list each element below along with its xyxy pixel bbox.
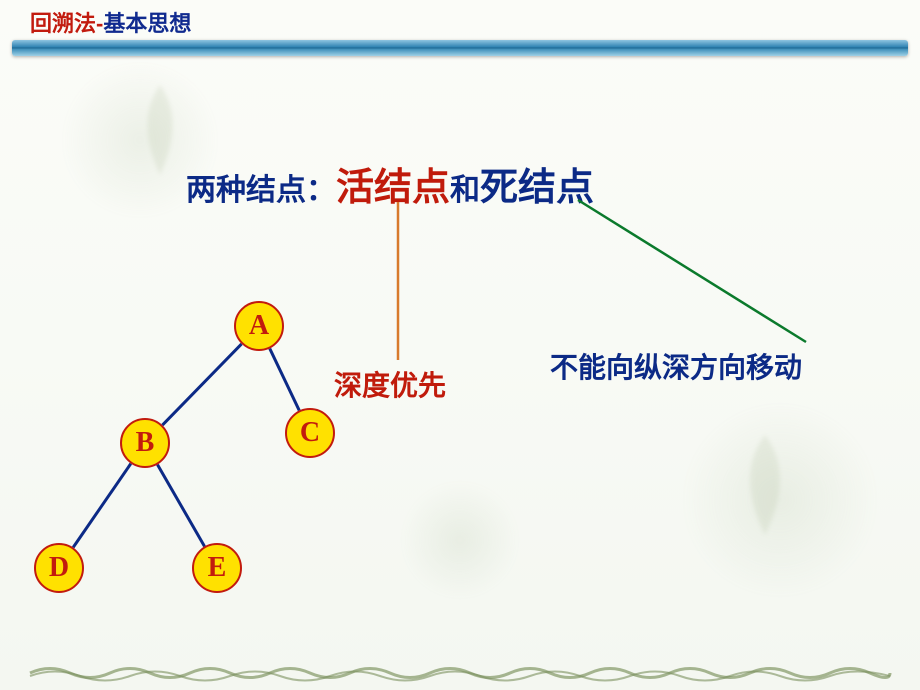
header-divider-bar <box>12 40 908 56</box>
tree-node-D: D <box>34 543 84 593</box>
tree-edge <box>162 344 241 425</box>
tree-node-A: A <box>234 301 284 351</box>
slide-header: 回溯法-基本思想 <box>30 6 191 38</box>
tree-edge <box>73 464 131 548</box>
tree-edge <box>157 465 204 547</box>
bottom-vine-decoration <box>30 664 890 682</box>
tree-node-B: B <box>120 418 170 468</box>
bg-floral-blob <box>400 480 520 600</box>
depth-first-label: 深度优先 <box>334 364 446 404</box>
dead-connector-line <box>578 200 806 342</box>
header-part2: 基本思想 <box>103 11 191 36</box>
tree-node-E: E <box>192 543 242 593</box>
cannot-move-label: 不能向纵深方向移动 <box>550 346 802 386</box>
tree-node-C: C <box>285 408 335 458</box>
main-title: 两种结点：活结点和死结点 <box>186 156 594 211</box>
bg-leaf <box>720 430 810 540</box>
tree-edge <box>270 349 299 411</box>
header-part1: 回溯法 <box>30 11 96 36</box>
